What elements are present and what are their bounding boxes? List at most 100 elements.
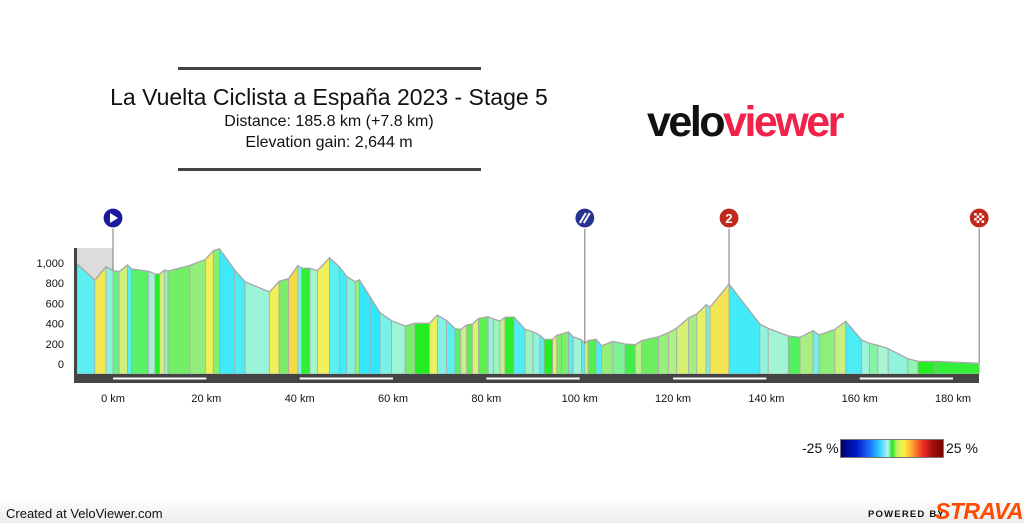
veloviewer-logo: veloviewer (647, 98, 844, 147)
y-tick-label: 600 (46, 298, 64, 310)
feed-zone-icon (574, 207, 596, 229)
profile-segment (167, 264, 191, 375)
checker-square (974, 218, 977, 221)
profile-segment (414, 322, 430, 375)
profile-outline (76, 247, 980, 364)
profile-segment (667, 327, 678, 375)
profile-segment (572, 336, 582, 375)
powered-by-text: POWERED BY (868, 509, 945, 520)
x-tick-label: 60 km (378, 393, 408, 405)
y-tick-label: 400 (46, 319, 64, 331)
profile-segment (148, 270, 156, 375)
profile-segment (446, 319, 456, 375)
profile-segment (641, 336, 659, 375)
profile-segment (76, 263, 96, 375)
profile-segment (338, 265, 348, 375)
profile-segment (543, 338, 554, 375)
profile-segment (131, 268, 149, 375)
profile-segment (834, 320, 847, 375)
profile-segment (532, 331, 541, 375)
x-tick-label: 160 km (842, 393, 878, 405)
profile-segment (584, 339, 589, 375)
footer-band (0, 497, 1024, 523)
profile-segment (301, 267, 311, 375)
profile-segment (561, 331, 569, 375)
created-at-link[interactable]: Created at VeloViewer.com (6, 506, 163, 521)
profile-segment (799, 330, 814, 375)
x-axis-scale-segment (486, 377, 580, 380)
profile-segment (634, 339, 643, 375)
x-tick-label: 80 km (471, 393, 501, 405)
strava-logo: STRAVA (935, 498, 1024, 524)
logo-velo: velo (647, 98, 726, 146)
x-axis-scale-segment (859, 377, 954, 380)
legend-max-label: 25 % (946, 440, 978, 456)
profile-segment (268, 280, 280, 375)
profile-segment (658, 332, 669, 375)
profile-segment (379, 311, 393, 375)
profile-segment (696, 303, 707, 375)
profile-segment (556, 333, 562, 375)
profile-segment (487, 316, 494, 375)
legend-min-label: -25 % (802, 440, 839, 456)
profile-segment (297, 264, 302, 375)
knife-glyph (582, 212, 591, 224)
profile-segment (705, 303, 711, 375)
x-axis-scale-segment (113, 377, 207, 380)
profile-segment (818, 328, 836, 375)
header-top-rule (178, 67, 481, 70)
profile-segment (504, 316, 515, 375)
header-bottom-rule (178, 168, 481, 171)
profile-segment (404, 322, 416, 375)
climb-category-icon (718, 207, 740, 229)
profile-segment (159, 269, 165, 375)
profile-segment (118, 264, 128, 375)
checker-square (979, 213, 982, 216)
profile-segment (189, 258, 206, 375)
profile-segment (709, 282, 730, 375)
checker-square (981, 220, 985, 223)
profile-segment (624, 343, 636, 375)
profile-segment (436, 314, 448, 375)
profile-segment (234, 269, 246, 375)
profile-segment (429, 314, 438, 375)
x-tick-label: 140 km (748, 393, 784, 405)
y-tick-label: 200 (46, 339, 64, 351)
play-glyph (110, 213, 118, 223)
x-tick-label: 100 km (562, 393, 598, 405)
x-tick-label: 180 km (935, 393, 971, 405)
profile-segment (552, 334, 558, 375)
profile-segment (105, 266, 114, 375)
gradient-color-scale (840, 439, 944, 458)
profile-segment (454, 328, 462, 375)
profile-segment (524, 328, 534, 375)
profile-segment (845, 320, 862, 375)
profile-segment (309, 267, 318, 375)
profile-segment (329, 256, 340, 375)
profile-segment (288, 264, 299, 375)
profile-segment (759, 323, 769, 375)
logo-viewer: viewer (723, 98, 844, 146)
profile-segment (513, 316, 526, 375)
profile-segment (127, 264, 133, 375)
elevation-profile-chart: 0 200 400 600 800 1,000 0 km 20 km 40 km 60 km 80 … (36, 207, 990, 405)
profile-segment (154, 273, 161, 375)
profile-segment (94, 265, 107, 375)
x-axis-scale-segment (673, 377, 767, 380)
climb-category-label: 2 (725, 211, 732, 226)
profile-segment (112, 270, 120, 375)
profile-segment (163, 269, 169, 375)
profile-segment (728, 282, 761, 375)
profile-segment (887, 347, 909, 375)
profile-segment (391, 320, 406, 375)
profile-segment (460, 324, 468, 375)
x-axis-scale-segment (299, 377, 394, 380)
profile-segment (877, 344, 889, 375)
x-tick-label: 0 km (101, 393, 125, 405)
profile-segment (581, 338, 586, 375)
checker-square (979, 218, 982, 221)
profile-segment (492, 318, 501, 375)
profile-segment (612, 340, 626, 375)
distance-text: Distance: 185.8 km (+7.8 km) (224, 113, 434, 130)
profile-segment (317, 256, 330, 375)
